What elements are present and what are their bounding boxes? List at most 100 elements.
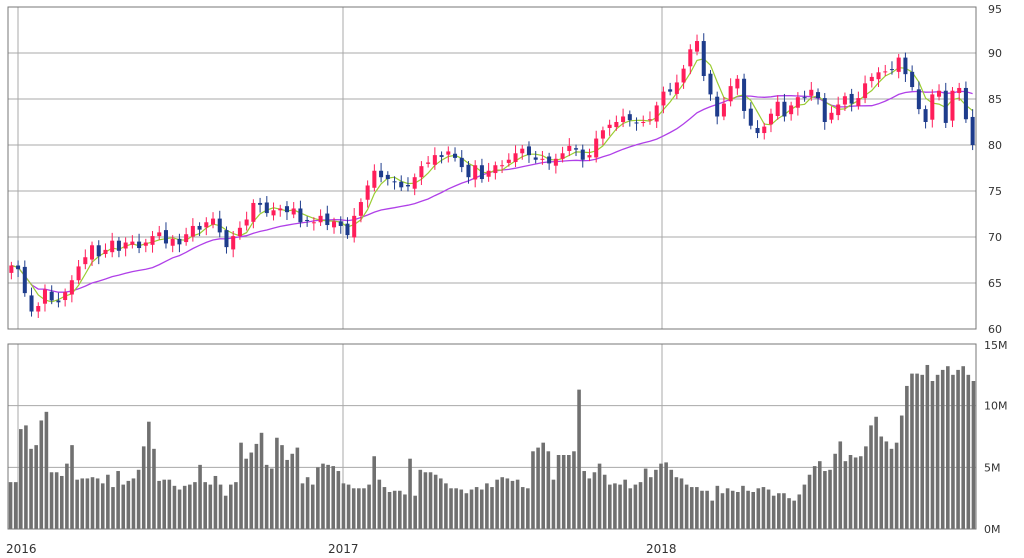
candle-body (721, 103, 726, 117)
volume-bar (198, 464, 202, 529)
volume-bar (244, 458, 248, 529)
volume-bar (771, 495, 776, 529)
candle-body (567, 145, 572, 151)
volume-bar (853, 457, 858, 529)
candle-body (143, 242, 148, 246)
volume-bar (479, 489, 484, 529)
candle-body (957, 87, 962, 94)
candle-body (755, 127, 760, 134)
volume-bar (39, 420, 44, 529)
candle-body (923, 109, 928, 122)
volume-bar (310, 484, 315, 529)
candle-body (560, 153, 565, 159)
volume-bar (351, 488, 356, 529)
volume-bar (193, 482, 197, 529)
candle-body (614, 122, 619, 128)
candle-body (775, 101, 780, 117)
candle-body (641, 122, 646, 123)
candle-body (681, 68, 686, 83)
volume-bar (326, 464, 330, 529)
candle-body (547, 156, 552, 164)
candle-body (661, 91, 666, 106)
volume-bar (695, 487, 699, 529)
candle-body (116, 240, 121, 251)
volume-bar (792, 500, 796, 529)
price-tick-label: 90 (988, 47, 1002, 60)
candle-body (459, 157, 464, 168)
volume-bar (321, 463, 325, 529)
price-tick-label: 95 (988, 3, 1002, 16)
volume-bar (203, 482, 207, 529)
candle-body (439, 155, 444, 157)
candle-body (748, 108, 753, 126)
volume-bar (449, 488, 453, 529)
volume-bar (172, 485, 177, 529)
volume-bar (782, 493, 786, 529)
volume-bar (838, 441, 843, 529)
volume-bar (239, 442, 243, 529)
volume-bar (766, 489, 771, 529)
volume-bar (438, 478, 443, 529)
candle-body (580, 149, 585, 160)
volume-bar (920, 374, 925, 529)
volume-bar (817, 461, 822, 529)
candle-body (170, 238, 175, 246)
candle-body (42, 289, 47, 304)
volume-bar (700, 490, 704, 529)
candle-body (768, 113, 773, 125)
candle-body (9, 265, 14, 273)
candle-body (466, 164, 471, 178)
candle-body (762, 126, 767, 134)
volume-bar (490, 487, 494, 529)
volume-bar (971, 381, 976, 529)
candle-body (177, 238, 182, 245)
candle-body (392, 181, 397, 183)
candle-body (634, 122, 639, 124)
candle-body (305, 219, 310, 221)
volume-bar (408, 458, 412, 529)
candle-body (574, 148, 579, 150)
volume-bar (418, 469, 423, 529)
volume-bar (705, 490, 709, 529)
candle-body (103, 249, 108, 255)
volume-bar (285, 459, 289, 529)
volume-bar (423, 472, 428, 529)
candle-body (244, 219, 249, 226)
volume-bar (157, 480, 161, 529)
volume-bar (910, 373, 914, 529)
price-frame-rect (7, 6, 977, 330)
volume-bar (684, 484, 689, 529)
volume-bar (182, 485, 187, 529)
volume-bar (807, 474, 812, 529)
candle-body (910, 71, 915, 88)
volume-bar (531, 451, 535, 529)
candle-body (90, 245, 95, 260)
candle-body (446, 151, 451, 155)
volume-bar (843, 461, 848, 529)
candle-body (311, 222, 316, 224)
volume-bar (905, 385, 909, 529)
volume-bar (889, 448, 894, 529)
candle-body (701, 41, 706, 76)
volume-bar (13, 482, 18, 529)
candle-body (688, 49, 693, 67)
volume-bar (49, 472, 54, 529)
volume-bar (249, 452, 254, 529)
candle-body (816, 92, 821, 99)
candle-body (258, 202, 263, 205)
candle-body (36, 306, 41, 312)
volume-bar (459, 489, 464, 529)
candle-body (829, 112, 834, 120)
candle-body (802, 97, 807, 99)
short-moving-average-line (11, 58, 973, 303)
candle-body (332, 221, 337, 228)
volume-bar (275, 437, 279, 529)
volume-bar (956, 369, 960, 529)
volume-bar (316, 467, 320, 529)
volume-bar (95, 478, 100, 529)
candle-body (883, 71, 888, 73)
volume-bar (664, 462, 668, 529)
volume-bar (894, 442, 899, 529)
volume-bar (357, 488, 361, 529)
axis-labels: 60 65 70 75 80 85 90 95 0M 5M 10M 15M 2016 2017 2018 (6, 3, 1008, 556)
